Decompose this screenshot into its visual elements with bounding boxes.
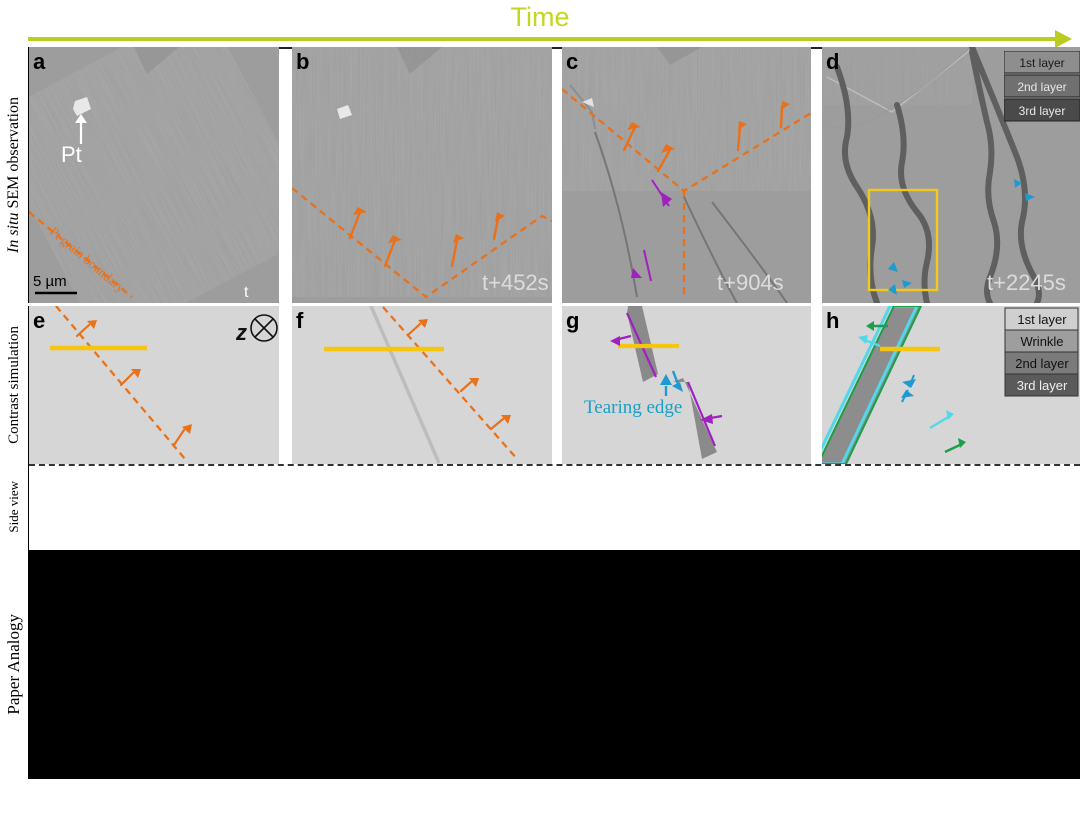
svg-text:z: z bbox=[235, 320, 247, 345]
svg-text:5 µm: 5 µm bbox=[33, 273, 67, 290]
svg-text:t+2245s: t+2245s bbox=[987, 270, 1066, 295]
svg-text:2nd layer: 2nd layer bbox=[1015, 356, 1069, 371]
svg-text:1st layer: 1st layer bbox=[1019, 56, 1064, 70]
svg-text:1st layer: 1st layer bbox=[1017, 312, 1067, 327]
svg-text:Pt: Pt bbox=[61, 142, 82, 167]
svg-text:Time: Time bbox=[511, 2, 570, 32]
svg-text:t: t bbox=[244, 284, 249, 301]
svg-text:Tearing edge: Tearing edge bbox=[584, 397, 682, 418]
svg-text:3rd layer: 3rd layer bbox=[1019, 104, 1066, 118]
svg-text:2nd layer: 2nd layer bbox=[1017, 80, 1066, 94]
svg-text:Wrinkle: Wrinkle bbox=[1020, 334, 1063, 349]
svg-text:t+904s: t+904s bbox=[717, 270, 784, 295]
svg-text:3rd layer: 3rd layer bbox=[1017, 378, 1068, 393]
svg-text:t+452s: t+452s bbox=[482, 270, 549, 295]
